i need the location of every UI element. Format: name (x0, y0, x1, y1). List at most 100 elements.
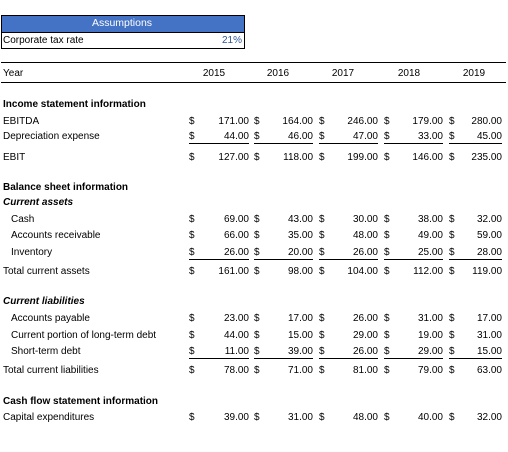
liability-row-0-currency-0: $ (189, 313, 195, 324)
asset-row-2-currency-4: $ (449, 247, 455, 258)
asset-row-2-currency-2: $ (319, 247, 325, 258)
income-row-1-label: Depreciation expense (3, 131, 100, 142)
asset-row-1-value-3[interactable]: 49.00 (417, 230, 443, 241)
income-row-2-value-2[interactable]: 199.00 (347, 152, 378, 163)
year-header-2017: 2017 (331, 68, 355, 79)
liability-row-2-value-4[interactable]: 15.00 (476, 346, 502, 357)
income-row-2-currency-4: $ (449, 152, 455, 163)
total-assets-row-value-0[interactable]: 161.00 (218, 266, 249, 277)
liability-row-0-currency-1: $ (254, 313, 260, 324)
liability-row-1-currency-4: $ (449, 330, 455, 341)
liability-row-0-currency-3: $ (384, 313, 390, 324)
cashflow-row-0-value-1[interactable]: 31.00 (287, 412, 313, 423)
income-row-1-value-0[interactable]: 44.00 (223, 131, 249, 142)
year-top-border (1, 62, 506, 63)
asset-row-0-value-3[interactable]: 38.00 (417, 214, 443, 225)
asset-row-0-currency-0: $ (189, 214, 195, 225)
asset-row-2-currency-3: $ (384, 247, 390, 258)
total-assets-row-value-3[interactable]: 112.00 (413, 266, 443, 277)
tax-rate-value[interactable]: 21% (221, 35, 242, 46)
income-row-0-currency-2: $ (319, 116, 325, 127)
total-liabilities-row-value-0[interactable]: 78.00 (223, 365, 249, 376)
liability-row-0-value-0[interactable]: 23.00 (223, 313, 249, 324)
asset-row-0-value-2[interactable]: 30.00 (352, 214, 378, 225)
liability-row-1-currency-2: $ (319, 330, 325, 341)
asset-row-2-underline-2 (319, 259, 378, 260)
year-header-2018: 2018 (397, 68, 421, 79)
asset-row-1-currency-3: $ (384, 230, 390, 241)
income-row-1-value-1[interactable]: 46.00 (287, 131, 313, 142)
income-row-1-value-2[interactable]: 47.00 (352, 131, 378, 142)
asset-row-0-value-4[interactable]: 32.00 (476, 214, 502, 225)
income-row-0-value-0[interactable]: 171.00 (218, 116, 249, 127)
asset-row-2-value-0[interactable]: 26.00 (223, 247, 249, 258)
asset-row-0-value-0[interactable]: 69.00 (223, 214, 249, 225)
liability-row-1-value-0[interactable]: 44.00 (223, 330, 249, 341)
asset-row-2-value-2[interactable]: 26.00 (352, 247, 378, 258)
asset-row-0-currency-3: $ (384, 214, 390, 225)
income-row-0-value-4[interactable]: 280.00 (471, 116, 502, 127)
asset-row-2-underline-4 (449, 259, 502, 260)
liability-row-0-value-2[interactable]: 26.00 (352, 313, 378, 324)
income-row-2-currency-2: $ (319, 152, 325, 163)
income-row-1-currency-0: $ (189, 131, 195, 142)
income-row-2-label: EBIT (3, 152, 26, 163)
liability-row-1-currency-1: $ (254, 330, 260, 341)
asset-row-1-currency-2: $ (319, 230, 325, 241)
asset-row-1-currency-1: $ (254, 230, 260, 241)
current-assets-heading: Current assets (3, 197, 74, 208)
cashflow-row-0-currency-1: $ (254, 412, 260, 423)
asset-row-2-currency-1: $ (254, 247, 260, 258)
total-assets-row-value-4[interactable]: 119.00 (472, 266, 502, 277)
total-liabilities-row-value-1[interactable]: 71.00 (287, 365, 313, 376)
liability-row-1-value-3[interactable]: 19.00 (417, 330, 443, 341)
asset-row-1-value-4[interactable]: 59.00 (476, 230, 502, 241)
asset-row-1-value-0[interactable]: 66.00 (223, 230, 249, 241)
cashflow-row-0-value-2[interactable]: 48.00 (352, 412, 378, 423)
total-liabilities-row-value-2[interactable]: 81.00 (352, 365, 378, 376)
total-assets-row-currency-3: $ (384, 266, 390, 277)
cashflow-row-0-value-4[interactable]: 32.00 (476, 412, 502, 423)
income-row-2-currency-1: $ (254, 152, 260, 163)
total-liabilities-row-value-3[interactable]: 79.00 (417, 365, 443, 376)
income-row-2-value-3[interactable]: 146.00 (412, 152, 443, 163)
asset-row-0-value-1[interactable]: 43.00 (287, 214, 313, 225)
income-row-1-underline-1 (254, 143, 313, 144)
total-liabilities-row-value-4[interactable]: 63.00 (476, 365, 502, 376)
liability-row-2-currency-3: $ (384, 346, 390, 357)
liability-row-0-value-4[interactable]: 17.00 (476, 313, 502, 324)
liability-row-1-label: Current portion of long-term debt (11, 330, 157, 341)
total-assets-row-value-1[interactable]: 98.00 (287, 266, 313, 277)
liability-row-2-value-1[interactable]: 39.00 (287, 346, 313, 357)
total-assets-row-value-2[interactable]: 104.00 (347, 266, 378, 277)
income-row-1-value-3[interactable]: 33.00 (417, 131, 443, 142)
income-row-0-value-1[interactable]: 164.00 (282, 116, 313, 127)
liability-row-1-value-1[interactable]: 15.00 (287, 330, 313, 341)
liability-row-0-value-3[interactable]: 31.00 (417, 313, 443, 324)
asset-row-1-value-1[interactable]: 35.00 (287, 230, 313, 241)
liability-row-2-value-0[interactable]: 11.00 (224, 346, 249, 357)
income-row-0-value-3[interactable]: 179.00 (412, 116, 443, 127)
asset-row-2-value-4[interactable]: 28.00 (476, 247, 502, 258)
asset-row-2-value-3[interactable]: 25.00 (417, 247, 443, 258)
asset-row-2-underline-1 (254, 259, 313, 260)
liability-row-0-value-1[interactable]: 17.00 (287, 313, 313, 324)
liability-row-2-value-3[interactable]: 29.00 (417, 346, 443, 357)
income-row-2-value-1[interactable]: 118.00 (283, 152, 313, 163)
asset-row-0-currency-4: $ (449, 214, 455, 225)
cashflow-row-0-value-0[interactable]: 39.00 (223, 412, 249, 423)
income-row-2-value-4[interactable]: 235.00 (471, 152, 502, 163)
liability-row-2-currency-0: $ (189, 346, 195, 357)
asset-row-1-value-2[interactable]: 48.00 (352, 230, 378, 241)
asset-row-2-value-1[interactable]: 20.00 (287, 247, 313, 258)
liability-row-1-value-4[interactable]: 31.00 (476, 330, 502, 341)
income-row-2-value-0[interactable]: 127.00 (218, 152, 249, 163)
liability-row-1-value-2[interactable]: 29.00 (352, 330, 378, 341)
income-row-0-value-2[interactable]: 246.00 (347, 116, 378, 127)
asset-row-0-label: Cash (11, 214, 35, 225)
liability-row-2-value-2[interactable]: 26.00 (352, 346, 378, 357)
cashflow-row-0-currency-4: $ (449, 412, 455, 423)
balance-heading: Balance sheet information (3, 182, 129, 193)
income-row-1-value-4[interactable]: 45.00 (476, 131, 502, 142)
cashflow-row-0-value-3[interactable]: 40.00 (417, 412, 443, 423)
